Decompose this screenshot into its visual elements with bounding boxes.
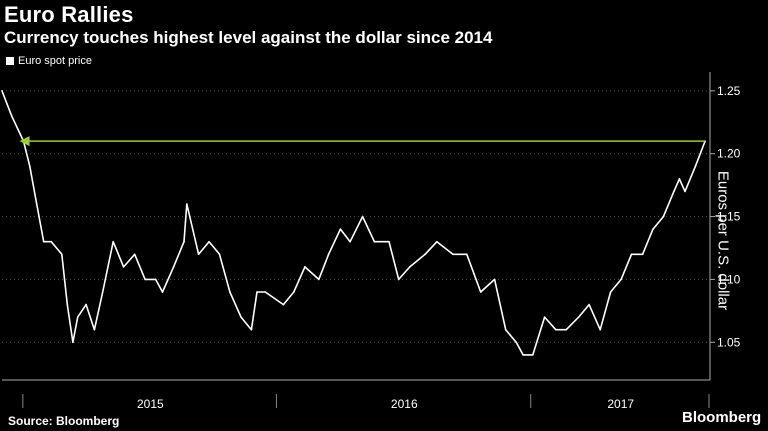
brand-logo: Bloomberg xyxy=(682,409,762,426)
data-point xyxy=(264,291,267,293)
data-point xyxy=(609,291,612,293)
data-point xyxy=(361,215,364,218)
data-point xyxy=(504,328,507,331)
chart-subtitle: Currency touches highest level against t… xyxy=(4,28,493,47)
y-tick-label: 1.15 xyxy=(717,210,741,224)
data-point xyxy=(673,190,675,193)
data-point xyxy=(466,253,468,256)
data-point xyxy=(72,341,74,344)
data-point xyxy=(256,291,258,293)
data-point xyxy=(122,266,125,268)
data-point xyxy=(678,178,681,180)
data-point xyxy=(318,278,320,281)
data-point xyxy=(565,328,567,331)
data-point xyxy=(532,354,534,356)
chart-title: Euro Rallies xyxy=(4,2,134,27)
legend-swatch xyxy=(6,57,14,65)
data-point xyxy=(50,240,53,243)
data-point xyxy=(197,253,200,256)
data-point xyxy=(327,253,330,256)
data-point xyxy=(133,253,136,256)
data-point xyxy=(240,316,242,318)
source-note: Source: Bloomberg xyxy=(8,414,120,428)
data-point xyxy=(28,165,31,168)
x-tick-label: 2017 xyxy=(607,397,634,411)
data-point xyxy=(577,316,580,318)
data-point xyxy=(554,328,557,331)
highlight-arrow-head xyxy=(19,136,30,147)
data-point xyxy=(218,253,221,256)
data-point xyxy=(35,203,38,205)
data-point xyxy=(229,291,231,293)
data-point xyxy=(42,240,45,243)
data-point xyxy=(694,165,697,168)
data-point xyxy=(10,115,13,117)
legend-label: Euro spot price xyxy=(18,55,92,67)
data-point xyxy=(1,90,3,92)
data-point xyxy=(599,328,602,331)
x-tick-label: 2015 xyxy=(137,397,164,411)
data-point xyxy=(76,316,79,318)
series-line-euro-spot xyxy=(1,90,706,356)
data-point xyxy=(397,278,400,281)
data-point xyxy=(172,266,175,268)
data-point xyxy=(112,240,114,243)
data-point xyxy=(620,278,622,281)
data-point xyxy=(250,328,253,331)
data-point xyxy=(186,203,188,205)
data-point xyxy=(436,240,438,243)
data-point xyxy=(208,240,210,243)
data-point xyxy=(493,278,496,281)
y-tick-label: 1.20 xyxy=(717,147,741,161)
y-tick-label: 1.10 xyxy=(717,272,741,286)
data-point xyxy=(183,240,185,243)
data-point xyxy=(60,253,63,256)
data-point xyxy=(293,291,295,293)
data-point xyxy=(373,240,376,243)
data-point xyxy=(388,240,390,243)
y-tick-label: 1.05 xyxy=(717,335,741,349)
data-point xyxy=(349,240,351,243)
data-point xyxy=(85,303,87,306)
data-point xyxy=(479,291,482,293)
data-point xyxy=(409,266,411,268)
data-point xyxy=(515,341,517,344)
data-point xyxy=(101,291,104,293)
data-point xyxy=(684,190,686,193)
x-tick-label: 2016 xyxy=(391,397,418,411)
y-tick-label: 1.25 xyxy=(717,84,741,98)
data-point xyxy=(161,291,164,293)
data-point xyxy=(154,278,157,281)
data-point xyxy=(93,328,96,331)
data-point xyxy=(304,266,306,268)
data-point xyxy=(641,253,644,256)
data-point xyxy=(282,303,285,306)
legend: Euro spot price xyxy=(6,55,92,67)
data-point xyxy=(66,303,69,306)
data-point xyxy=(452,253,454,256)
data-point xyxy=(543,316,546,318)
data-point xyxy=(662,215,665,218)
data-point xyxy=(630,253,633,256)
data-point xyxy=(588,303,590,306)
y-axis-label: Euros per U.S. dollar xyxy=(714,170,732,311)
data-point xyxy=(522,354,524,356)
data-point xyxy=(424,253,426,256)
data-point xyxy=(339,228,342,230)
data-point xyxy=(652,228,654,230)
data-point xyxy=(144,278,146,281)
